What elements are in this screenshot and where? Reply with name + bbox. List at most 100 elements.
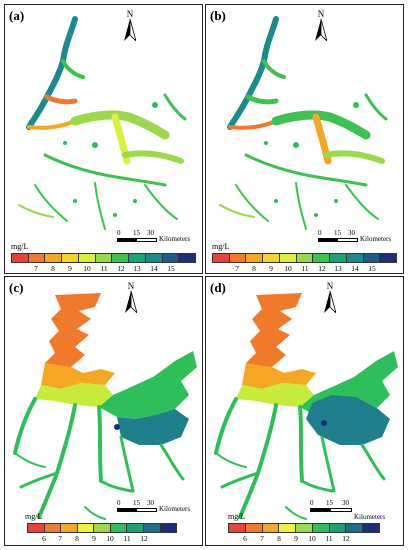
legend-swatch <box>346 254 364 262</box>
legend-swatch <box>279 254 297 262</box>
legend-tick-labels: 6 7 8 9 10 11 12 <box>228 534 380 543</box>
scale-bar: 0 15 30 Kilometers <box>318 229 402 245</box>
legend-swatch <box>313 254 331 262</box>
legend-tick: 7 <box>235 264 239 273</box>
scale-tick: 30 <box>342 499 349 507</box>
scale-tick: 15 <box>133 229 140 237</box>
legend-swatch <box>127 524 144 532</box>
north-arrow-label: N <box>127 281 135 291</box>
legend-swatch <box>262 524 280 532</box>
legend-tick: 6 <box>42 534 46 543</box>
legend-tick: 10 <box>106 534 114 543</box>
map-panel-a: (a) N 0 15 30 Kilometers mg/L 7 8 9 10 1… <box>4 4 203 274</box>
legend-swatch <box>160 524 177 532</box>
legend-tick: 13 <box>334 264 342 273</box>
legend-tick: 6 <box>243 534 247 543</box>
scale-bar-graphic <box>310 508 352 512</box>
legend-swatch <box>363 524 380 532</box>
scale-tick: 15 <box>334 229 341 237</box>
do-map-d <box>214 293 398 520</box>
legend-swatch <box>162 254 180 262</box>
legend-swatch <box>44 524 62 532</box>
legend-swatch <box>143 524 161 532</box>
north-arrow-label: N <box>326 281 334 291</box>
legend-tick-labels: 7 8 9 10 11 12 13 14 15 <box>11 264 196 273</box>
legend-tick: 15 <box>167 264 175 273</box>
scale-tick: 0 <box>310 499 314 507</box>
legend-tick: 8 <box>277 534 281 543</box>
legend-swatch <box>296 254 314 262</box>
legend-tick: 13 <box>133 264 141 273</box>
legend-swatch <box>145 254 163 262</box>
panel-label-c: (c) <box>9 280 24 295</box>
legend-swatch <box>45 254 63 262</box>
legend-swatch <box>95 254 113 262</box>
legend-swatch <box>28 254 46 262</box>
legend-tick: 12 <box>117 264 125 273</box>
legend-tick: 8 <box>252 264 256 273</box>
scale-unit: Kilometers <box>159 235 191 243</box>
color-legend <box>228 523 380 533</box>
scale-tick: 30 <box>348 229 355 237</box>
legend-tick: 12 <box>342 534 350 543</box>
legend-tick: 9 <box>68 264 72 273</box>
legend-swatch <box>110 524 128 532</box>
scale-unit: Kilometers <box>159 505 191 513</box>
scale-tick: 15 <box>133 499 140 507</box>
scale-bar-graphic <box>318 238 358 242</box>
legend-swatch <box>78 254 96 262</box>
legend-tick-labels: 6 7 8 9 10 11 12 <box>27 534 177 543</box>
legend-swatch <box>77 524 95 532</box>
scale-bar-graphic <box>117 238 157 242</box>
scale-tick: 15 <box>326 499 333 507</box>
do-map-a <box>18 16 187 230</box>
legend-tick: 14 <box>351 264 359 273</box>
legend-swatch <box>12 254 29 262</box>
north-arrow-label: N <box>317 9 325 19</box>
legend-tick: 7 <box>260 534 264 543</box>
north-arrow-icon <box>125 291 137 313</box>
color-legend <box>27 523 177 533</box>
legend-tick: 9 <box>294 534 298 543</box>
legend-swatch <box>245 524 263 532</box>
legend-tick: 7 <box>58 534 62 543</box>
north-arrow: N <box>120 281 142 315</box>
legend-swatch <box>229 254 247 262</box>
legend-swatch <box>380 254 397 262</box>
north-arrow-icon <box>315 19 327 41</box>
legend-swatch <box>28 524 45 532</box>
legend-swatch <box>62 254 79 262</box>
legend-tick: 10 <box>284 264 292 273</box>
legend-tick: 11 <box>100 264 108 273</box>
scale-tick: 30 <box>147 229 154 237</box>
legend-tick: 15 <box>368 264 376 273</box>
legend-swatch <box>346 524 364 532</box>
scale-tick: 0 <box>318 229 322 237</box>
map-panel-c: (c) N 0 15 30 Kilometers mg/L 6 7 8 9 10… <box>4 276 203 546</box>
legend-swatch <box>213 254 230 262</box>
scale-tick: 0 <box>117 499 121 507</box>
color-legend <box>212 253 397 263</box>
panel-label-b: (b) <box>210 8 226 23</box>
legend-tick: 11 <box>123 534 131 543</box>
units-label: mg/L <box>212 242 230 251</box>
legend-tick: 12 <box>318 264 326 273</box>
units-label: mg/L <box>11 242 29 251</box>
north-arrow-icon <box>124 19 136 41</box>
legend-tick: 14 <box>150 264 158 273</box>
legend-tick: 11 <box>301 264 309 273</box>
do-map-b <box>219 16 388 230</box>
north-arrow: N <box>119 9 141 43</box>
legend-swatch <box>229 524 246 532</box>
legend-swatch <box>363 254 381 262</box>
scale-tick: 0 <box>117 229 121 237</box>
scale-tick: 30 <box>147 499 154 507</box>
legend-tick: 10 <box>83 264 91 273</box>
legend-tick: 7 <box>34 264 38 273</box>
legend-tick: 8 <box>51 264 55 273</box>
legend-tick: 12 <box>140 534 148 543</box>
color-legend <box>11 253 196 263</box>
legend-swatch <box>179 254 196 262</box>
panel-label-d: (d) <box>210 280 226 295</box>
north-arrow: N <box>310 9 332 43</box>
